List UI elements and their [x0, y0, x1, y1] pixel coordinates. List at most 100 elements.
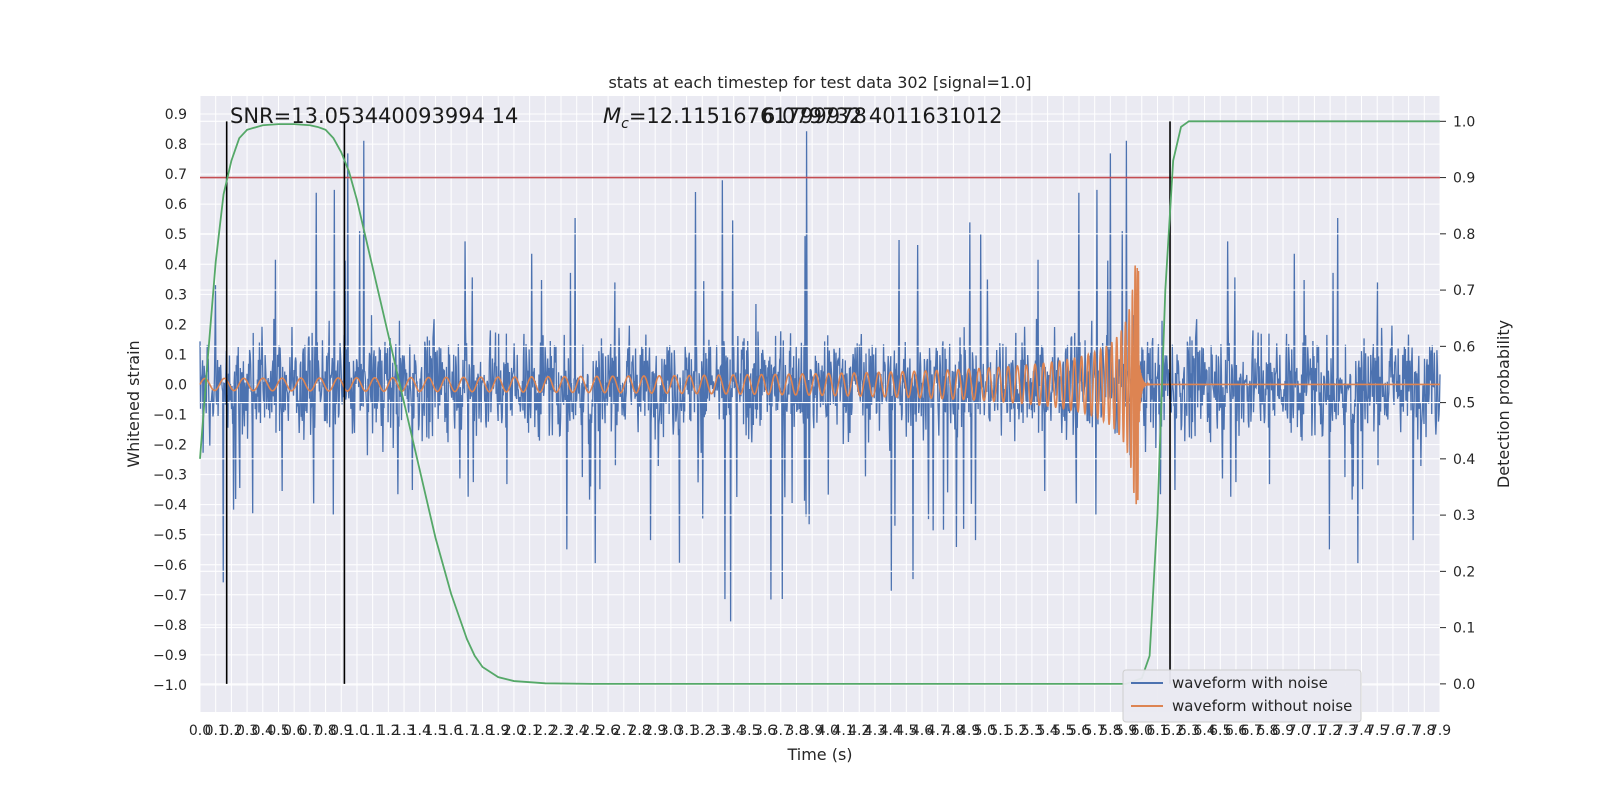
- legend-label-clean: waveform without noise: [1172, 697, 1352, 715]
- x-tick-label-36: 3.6: [754, 723, 776, 739]
- y-left-tick-label-14: −0.5: [153, 528, 187, 544]
- y-right-tick-labels: 1.0 0.9 0.8 0.7 0.6 0.5 0.4 0.3 0.2 0.1 0.0: [1440, 114, 1475, 693]
- x-tick-label-52: 5.2: [1005, 723, 1027, 739]
- y-left-tick-label-16: −0.7: [153, 588, 187, 604]
- x-tick-label-11: 1.1: [362, 723, 384, 739]
- y-left-tick-label-5: 0.4: [165, 257, 187, 273]
- x-tick-label-78: 7.8: [1413, 723, 1435, 739]
- x-tick-label-29: 2.9: [644, 723, 666, 739]
- x-tick-label-66: 6.6: [1225, 723, 1247, 739]
- x-tick-label-60: 6.0: [1131, 723, 1153, 739]
- x-tick-label-58: 5.8: [1099, 723, 1121, 739]
- y-left-tick-label-4: 0.5: [165, 227, 187, 243]
- y-right-tick-label-8: 0.2: [1453, 564, 1475, 580]
- x-tick-label-9: 0.9: [330, 723, 352, 739]
- y-right-tick-label-4: 0.6: [1453, 339, 1475, 355]
- x-tick-label-35: 3.5: [738, 723, 760, 739]
- y-right-tick-label-2: 0.8: [1453, 227, 1475, 243]
- y-left-tick-label-18: −0.9: [153, 648, 187, 664]
- x-tick-label-73: 7.3: [1335, 723, 1357, 739]
- x-tick-label-51: 5.1: [989, 723, 1011, 739]
- x-tick-label-31: 3.1: [675, 723, 697, 739]
- x-tick-label-17: 1.7: [456, 723, 478, 739]
- y-right-tick-label-10: 0.0: [1453, 677, 1475, 693]
- y-left-tick-label-0: 0.9: [165, 107, 187, 123]
- x-tick-label-6: 0.6: [283, 723, 305, 739]
- x-tick-label-16: 1.6: [440, 723, 462, 739]
- x-tick-label-55: 5.5: [1052, 723, 1074, 739]
- x-tick-label-77: 7.7: [1397, 723, 1419, 739]
- x-tick-label-8: 0.8: [314, 723, 336, 739]
- x-tick-label-53: 5.3: [1021, 723, 1043, 739]
- chart-title: stats at each timestep for test data 302…: [608, 73, 1031, 92]
- y-left-tick-label-9: 0.0: [165, 377, 187, 393]
- x-tick-label-42: 4.2: [848, 723, 870, 739]
- x-tick-label-69: 6.9: [1272, 723, 1294, 739]
- mc-value: =12.11516761799978: [629, 104, 867, 128]
- x-tick-label-79: 7.9: [1429, 723, 1451, 739]
- x-tick-label-56: 5.6: [1068, 723, 1090, 739]
- x-tick-label-28: 2.8: [628, 723, 650, 739]
- legend-label-noise: waveform with noise: [1172, 674, 1328, 692]
- y-left-tick-label-8: 0.1: [165, 347, 187, 363]
- x-tick-label-3: 0.3: [236, 723, 258, 739]
- legend-box: [1122, 669, 1362, 723]
- x-tick-label-54: 5.4: [1036, 723, 1058, 739]
- x-tick-label-41: 4.1: [832, 723, 854, 739]
- x-tick-label-19: 1.9: [487, 723, 509, 739]
- mc-subscript: c: [621, 116, 629, 132]
- x-tick-label-34: 3.4: [723, 723, 745, 739]
- x-tick-label-72: 7.2: [1319, 723, 1341, 739]
- x-tick-label-39: 3.9: [801, 723, 823, 739]
- y-left-tick-labels: 0.9 0.8 0.7 0.6 0.5 0.4 0.3 0.2 0.1 0.0 −0.1 −0.2 −0…: [153, 107, 187, 694]
- x-tick-label-1: 0.1: [205, 723, 227, 739]
- x-tick-labels: 0.00.10.20.30.40.50.60.70.80.91.01.11.21…: [189, 723, 1451, 739]
- y-right-tick-label-7: 0.3: [1453, 508, 1475, 524]
- mc-symbol: M: [603, 104, 621, 128]
- y-left-tick-label-15: −0.6: [153, 558, 187, 574]
- x-tick-label-76: 7.6: [1382, 723, 1404, 739]
- x-tick-label-30: 3.0: [660, 723, 682, 739]
- x-tick-label-24: 2.4: [566, 723, 588, 739]
- x-tick-label-57: 5.7: [1084, 723, 1106, 739]
- x-tick-label-21: 2.1: [518, 723, 540, 739]
- y-left-tick-label-1: 0.8: [165, 137, 187, 153]
- x-tick-label-22: 2.2: [534, 723, 556, 739]
- x-tick-label-32: 3.2: [691, 723, 713, 739]
- y-left-tick-label-2: 0.7: [165, 167, 187, 183]
- x-tick-label-27: 2.7: [613, 723, 635, 739]
- y-left-tick-label-10: −0.1: [153, 408, 187, 424]
- x-tick-label-49: 4.9: [958, 723, 980, 739]
- y-left-tick-label-6: 0.3: [165, 287, 187, 303]
- x-tick-label-4: 0.4: [252, 723, 274, 739]
- y-right-tick-label-0: 1.0: [1453, 114, 1475, 130]
- y-right-tick-label-3: 0.7: [1453, 283, 1475, 299]
- y-left-tick-label-17: −0.8: [153, 618, 187, 634]
- y-right-tick-label-5: 0.5: [1453, 396, 1475, 412]
- x-tick-label-12: 1.2: [377, 723, 399, 739]
- x-tick-label-47: 4.7: [927, 723, 949, 739]
- snr-annotation: SNR=13.053440093994 14: [230, 104, 518, 128]
- x-tick-label-44: 4.4: [880, 723, 902, 739]
- x-tick-label-70: 7.0: [1288, 723, 1310, 739]
- x-tick-label-7: 0.7: [299, 723, 321, 739]
- series-waveform-without-noise: [199, 265, 1440, 505]
- x-tick-label-62: 6.2: [1162, 723, 1184, 739]
- x-tick-label-33: 3.3: [707, 723, 729, 739]
- x-tick-label-14: 1.4: [409, 723, 431, 739]
- y-left-tick-label-7: 0.2: [165, 317, 187, 333]
- x-tick-label-38: 3.8: [785, 723, 807, 739]
- y-left-tick-label-13: −0.4: [153, 498, 187, 514]
- right-axis-grid-lines: [200, 120, 1440, 685]
- x-tick-label-67: 6.7: [1241, 723, 1263, 739]
- x-tick-label-15: 1.5: [424, 723, 446, 739]
- y-left-tick-label-3: 0.6: [165, 197, 187, 213]
- y-right-tick-label-9: 0.1: [1453, 621, 1475, 637]
- x-axis-label: Time (s): [786, 745, 852, 764]
- x-tick-label-5: 0.5: [267, 723, 289, 739]
- chirp-line: [199, 265, 1440, 505]
- legend: waveform with noise waveform without noi…: [1122, 669, 1362, 723]
- x-tick-label-18: 1.8: [471, 723, 493, 739]
- y-left-tick-label-12: −0.3: [153, 468, 187, 484]
